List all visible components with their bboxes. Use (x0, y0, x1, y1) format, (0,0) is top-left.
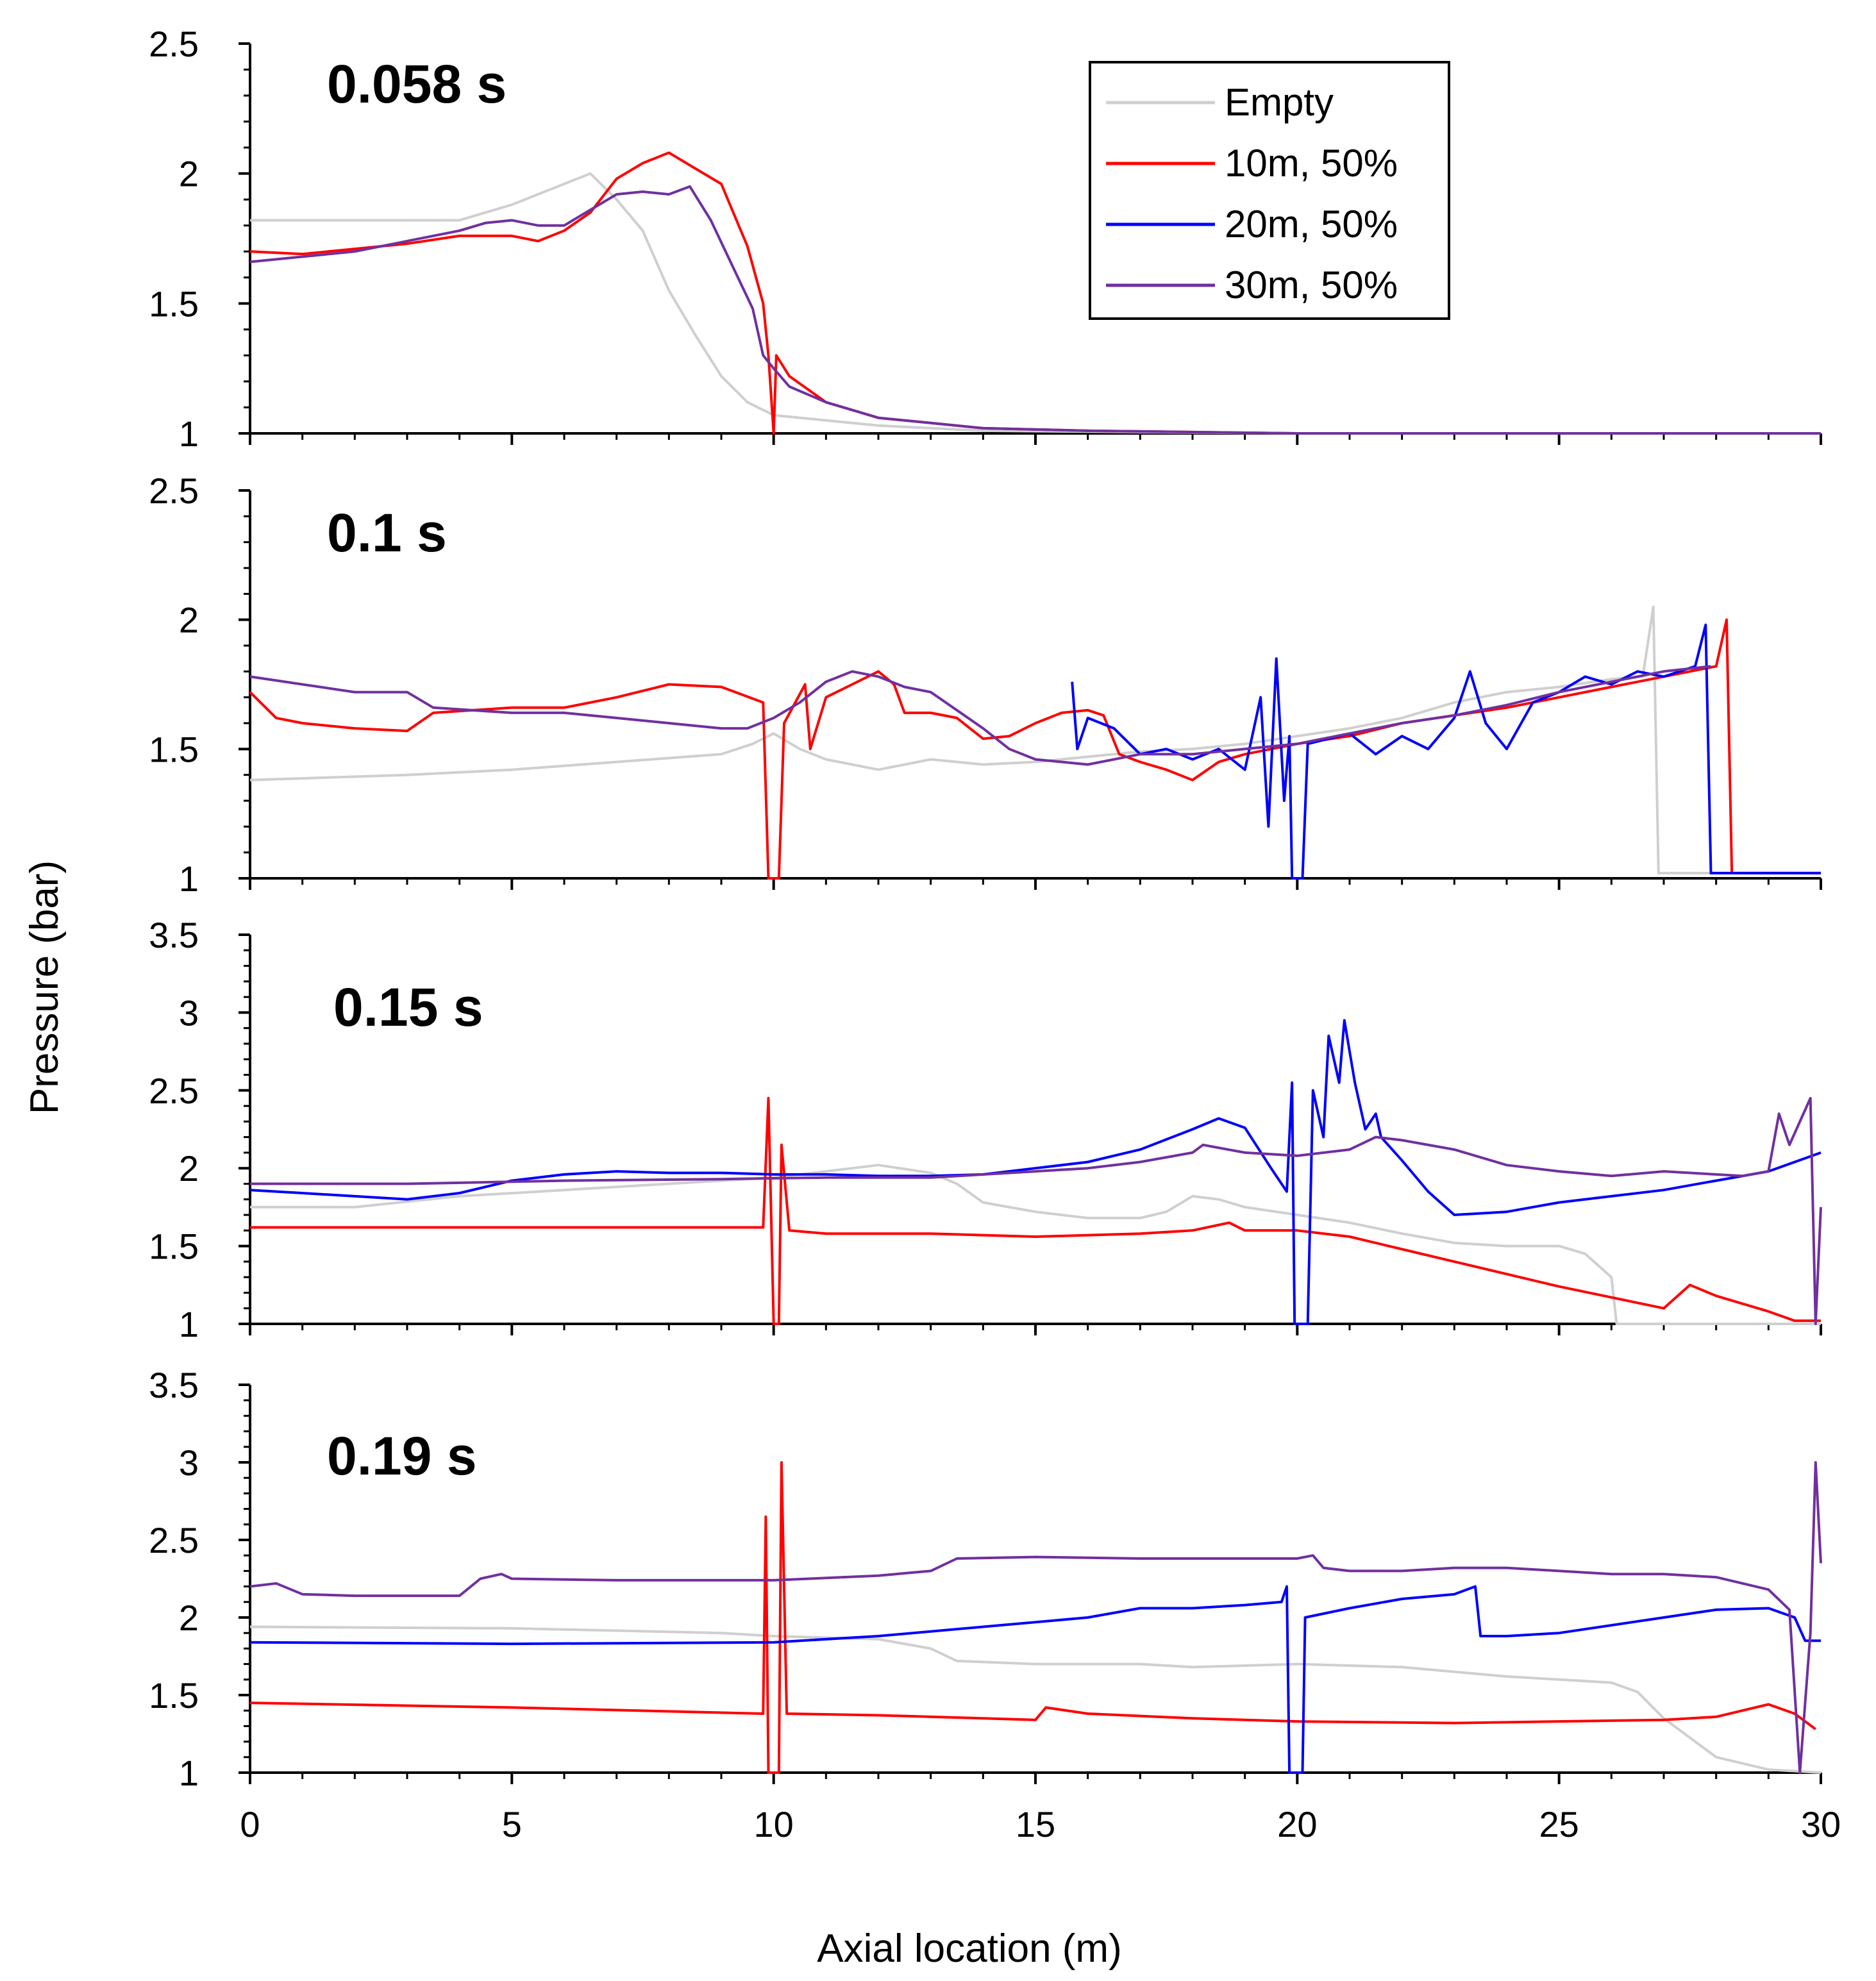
series-line-empty (250, 1164, 1821, 1325)
legend-label-empty: Empty (1225, 81, 1334, 124)
y-tick-label: 2.5 (149, 471, 199, 511)
y-tick-label: 3.5 (149, 915, 199, 955)
series-line-m30 (249, 1461, 1822, 1774)
series-line-m10 (249, 618, 1821, 880)
series-line-m30 (249, 185, 1821, 435)
y-tick-label: 2 (179, 1598, 199, 1638)
series-line-empty (250, 172, 1821, 435)
y-tick-label: 1.5 (149, 283, 199, 324)
y-tick-label: 3 (179, 1442, 199, 1483)
y-tick-label: 2 (179, 154, 199, 194)
panel-time-label: 0.058 s (327, 54, 507, 114)
y-tick-label: 2 (179, 1148, 199, 1189)
panel-2: 1 1.5 2 2.5 3 3.5 0.15 s (149, 915, 1822, 1344)
panel-time-label: 0.15 s (333, 977, 483, 1037)
panel-0: 1 1.5 2 2.5 0.058 s (149, 24, 1822, 454)
series-line-m10 (249, 151, 1821, 435)
series-line-m30 (249, 665, 1711, 766)
x-tick-label: 5 (502, 1804, 522, 1844)
y-tick-label: 1 (179, 1304, 199, 1344)
y-tick-label: 1 (179, 1753, 199, 1793)
y-tick-label: 1.5 (149, 729, 199, 769)
legend-box (1089, 61, 1450, 320)
legend-label-20m: 20m, 50% (1225, 203, 1398, 246)
series-line-m10 (250, 1096, 1821, 1325)
x-tick-label: 20 (1277, 1804, 1317, 1844)
y-tick-label: 1 (179, 414, 199, 454)
legend: Empty 10m, 50% 20m, 50% 30m, 50% (1089, 61, 1450, 320)
y-tick-label: 2.5 (149, 24, 199, 64)
legend-label-10m: 10m, 50% (1225, 142, 1398, 185)
series-line-empty (249, 605, 1821, 874)
x-tick-label: 25 (1539, 1804, 1579, 1844)
series-line-m30 (250, 1096, 1822, 1325)
x-tick-label: 30 (1801, 1804, 1841, 1844)
y-tick-label: 3.5 (149, 1365, 199, 1405)
panel-1: 1 1.5 2 2.5 0.1 s (149, 471, 1822, 899)
y-axis-title: Pressure (bar) (22, 860, 67, 1114)
panel-3: 1 1.5 2 2.5 3 3.5 0 5 10 15 20 25 30 0.19 s (149, 1365, 1841, 1844)
y-tick-label: 1.5 (149, 1226, 199, 1267)
y-tick-label: 2.5 (149, 1071, 199, 1111)
y-tick-label: 2.5 (149, 1520, 199, 1560)
panels-root: 1 1.5 2 2.5 0.058 s 1 1.5 2 2.5 0.1 s 1 1.5 2 2.5 3 3.5… (149, 24, 1841, 1844)
y-tick-label: 1.5 (149, 1675, 199, 1716)
x-axis-title: Axial location (m) (817, 1927, 1121, 1971)
series-line-empty (249, 1625, 1822, 1774)
series-line-m20 (249, 1585, 1821, 1774)
x-tick-label: 0 (240, 1804, 260, 1844)
x-tick-label: 10 (754, 1804, 794, 1844)
series-line-m20 (1071, 623, 1821, 880)
x-tick-label: 15 (1016, 1804, 1055, 1844)
legend-label-30m: 30m, 50% (1225, 263, 1398, 306)
y-tick-label: 1 (179, 858, 199, 899)
y-tick-label: 2 (179, 600, 199, 640)
panel-time-label: 0.19 s (327, 1426, 477, 1486)
y-tick-label: 3 (179, 992, 199, 1033)
series-line-m20 (249, 1019, 1822, 1325)
panel-time-label: 0.1 s (327, 503, 447, 563)
series-line-m10 (249, 1461, 1816, 1774)
